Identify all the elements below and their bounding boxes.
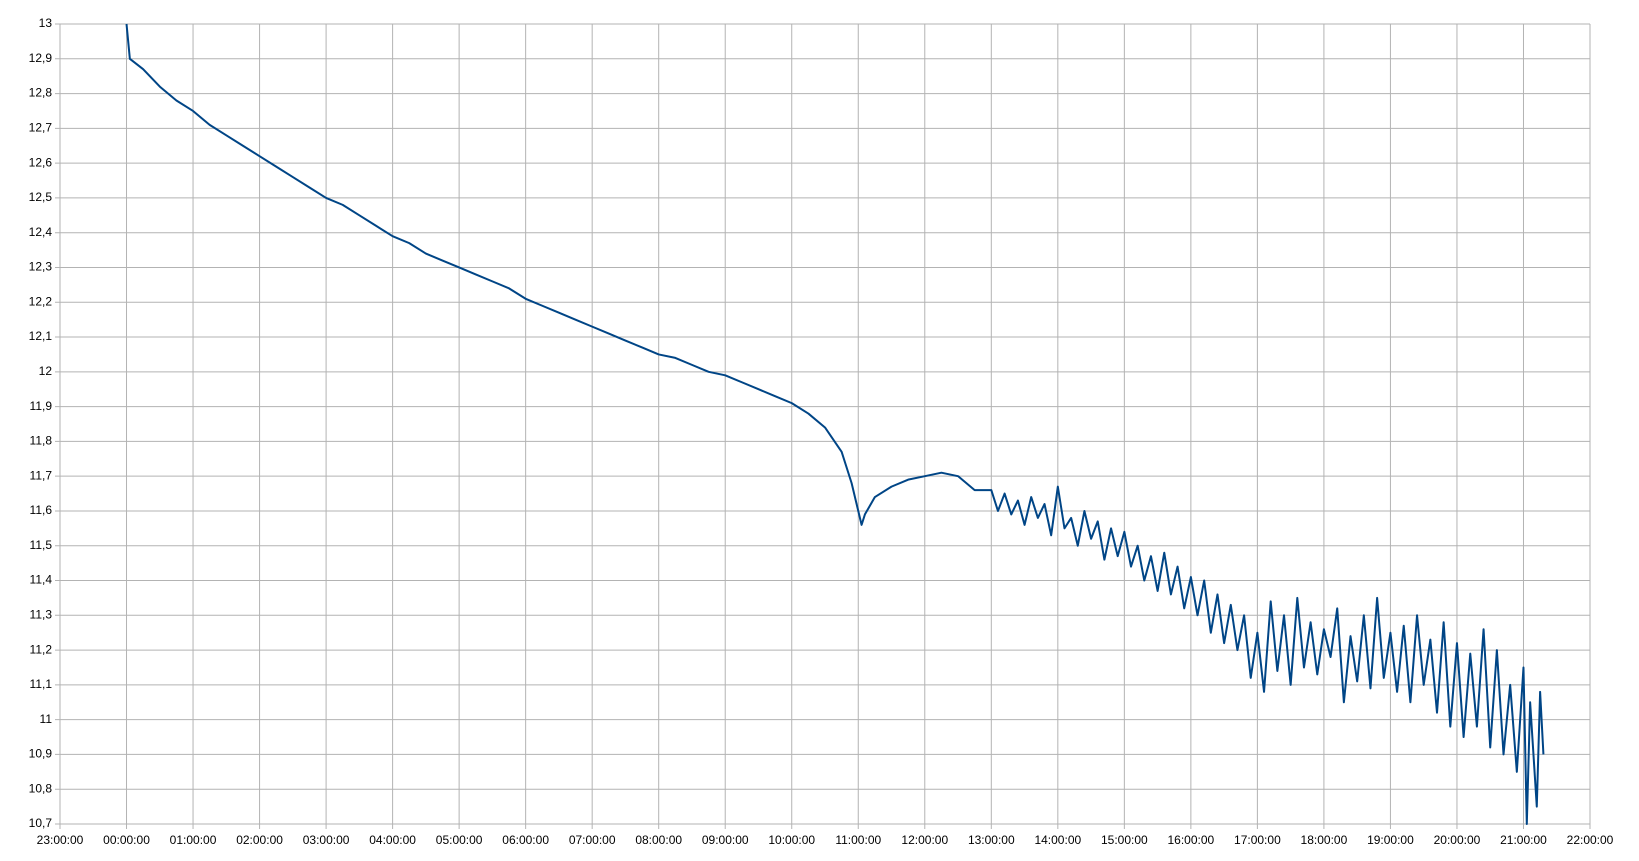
- y-tick-label: 12,9: [29, 51, 53, 65]
- y-tick-label: 12,6: [29, 155, 53, 169]
- y-tick-label: 11,5: [30, 538, 53, 552]
- x-tick-label: 00:00:00: [103, 833, 150, 847]
- x-tick-label: 22:00:00: [1567, 833, 1614, 847]
- data-line: [125, 23, 1545, 825]
- y-tick-label: 11,3: [30, 607, 53, 621]
- y-tick-label: 12: [39, 364, 53, 378]
- x-tick-label: 21:00:00: [1500, 833, 1547, 847]
- y-tick-label: 12,4: [29, 225, 53, 239]
- x-tick-label: 13:00:00: [968, 833, 1015, 847]
- y-tick-label: 11,8: [30, 434, 53, 448]
- y-tick-label: 11,2: [30, 642, 53, 656]
- y-tick-label: 12,7: [29, 121, 53, 135]
- x-tick-label: 11:00:00: [835, 833, 881, 847]
- x-tick-label: 23:00:00: [37, 833, 84, 847]
- y-tick-label: 12,5: [29, 190, 53, 204]
- x-tick-label: 14:00:00: [1034, 833, 1081, 847]
- y-tick-label: 11,1: [30, 677, 53, 691]
- y-tick-label: 11,9: [30, 399, 53, 413]
- x-tick-label: 20:00:00: [1434, 833, 1481, 847]
- y-tick-label: 11,7: [30, 468, 53, 482]
- x-tick-label: 18:00:00: [1301, 833, 1348, 847]
- y-tick-label: 11,4: [30, 573, 53, 587]
- y-tick-label: 12,2: [29, 294, 53, 308]
- x-tick-label: 02:00:00: [236, 833, 283, 847]
- x-tick-label: 07:00:00: [569, 833, 616, 847]
- x-tick-label: 03:00:00: [303, 833, 350, 847]
- x-tick-label: 16:00:00: [1168, 833, 1215, 847]
- x-tick-label: 10:00:00: [768, 833, 815, 847]
- x-tick-label: 17:00:00: [1234, 833, 1281, 847]
- y-tick-label: 12,8: [29, 86, 53, 100]
- y-tick-label: 10,7: [29, 816, 53, 830]
- y-tick-label: 11: [40, 712, 53, 726]
- y-tick-label: 11,6: [30, 503, 53, 517]
- x-tick-label: 04:00:00: [369, 833, 416, 847]
- y-tick-label: 13: [39, 16, 53, 30]
- x-tick-label: 01:00:00: [170, 833, 217, 847]
- y-tick-label: 12,3: [29, 260, 53, 274]
- x-tick-label: 05:00:00: [436, 833, 483, 847]
- x-tick-label: 12:00:00: [901, 833, 948, 847]
- x-tick-label: 09:00:00: [702, 833, 749, 847]
- x-tick-label: 08:00:00: [635, 833, 682, 847]
- x-tick-label: 06:00:00: [502, 833, 549, 847]
- y-tick-label: 10,9: [29, 747, 53, 761]
- x-tick-label: 15:00:00: [1101, 833, 1148, 847]
- y-tick-label: 10,8: [29, 781, 53, 795]
- y-tick-label: 12,1: [29, 329, 53, 343]
- x-tick-label: 19:00:00: [1367, 833, 1414, 847]
